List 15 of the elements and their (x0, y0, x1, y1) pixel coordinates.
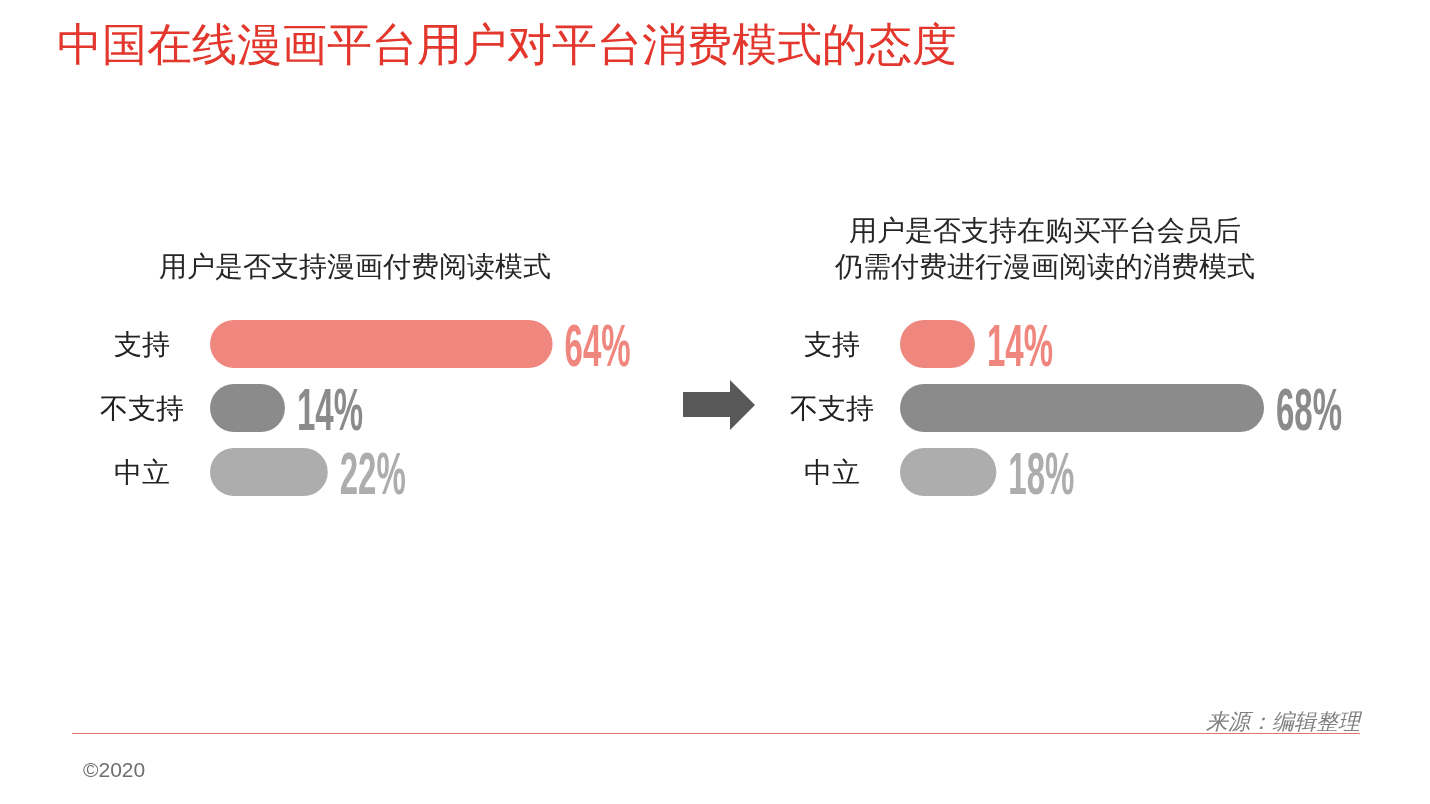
source-note: 来源：编辑整理 (1206, 709, 1363, 734)
y-tick-label: 不支持 (100, 392, 184, 425)
data-label: 68% (1276, 375, 1343, 443)
chart-title: 用户是否支持在购买平台会员后仍需付费进行漫画阅读的消费模式 (834, 214, 1255, 283)
data-label: 14% (986, 311, 1053, 379)
data-label: 18% (1008, 439, 1075, 507)
y-tick-label: 中立 (114, 456, 170, 489)
y-tick-label: 支持 (114, 328, 170, 361)
data-label: 64% (564, 311, 631, 379)
chart-title: 用户是否支持漫画付费阅读模式 (159, 250, 551, 283)
text: 中国在线漫画平台用户对平台消费模式的态度 (57, 18, 957, 71)
y-tick-label: 支持 (804, 328, 860, 361)
text: ©2020 (83, 758, 146, 781)
y-tick-label: 中立 (804, 456, 860, 489)
y-tick-label: 不支持 (790, 392, 874, 425)
